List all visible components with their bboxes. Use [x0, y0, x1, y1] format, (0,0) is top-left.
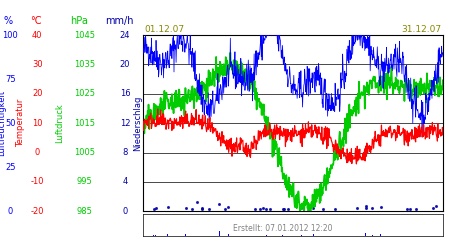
Bar — [313, 234, 314, 236]
Text: 01.12.07: 01.12.07 — [144, 25, 184, 34]
Point — [369, 206, 376, 210]
Point — [189, 208, 196, 212]
Text: 995: 995 — [76, 177, 93, 186]
Text: 0: 0 — [35, 148, 40, 157]
Text: 1035: 1035 — [74, 60, 95, 69]
Point — [266, 208, 273, 212]
Text: 20: 20 — [120, 60, 130, 69]
Text: 8: 8 — [122, 148, 128, 157]
Point — [320, 208, 327, 212]
Bar — [282, 235, 283, 236]
Text: Niederschlag: Niederschlag — [133, 96, 142, 151]
Point — [150, 207, 157, 211]
Point — [216, 202, 223, 206]
Point — [152, 206, 159, 210]
Point — [256, 207, 264, 211]
Text: 75: 75 — [5, 74, 16, 84]
Text: 0: 0 — [122, 207, 128, 216]
Text: 24: 24 — [120, 30, 130, 40]
Point — [362, 204, 369, 208]
Text: 100: 100 — [2, 30, 18, 40]
Text: hPa: hPa — [70, 16, 88, 26]
Text: Luftfeuchtigkeit: Luftfeuchtigkeit — [0, 90, 6, 156]
Text: 25: 25 — [5, 163, 16, 172]
Text: 1005: 1005 — [74, 148, 95, 157]
Point — [432, 204, 440, 208]
Bar — [356, 235, 357, 236]
Point — [362, 206, 369, 210]
Point — [298, 206, 305, 210]
Bar — [372, 235, 373, 236]
Bar — [228, 234, 229, 236]
Point — [279, 206, 286, 210]
Text: mm/h: mm/h — [105, 16, 134, 26]
Text: 30: 30 — [32, 60, 43, 69]
Point — [182, 206, 189, 210]
Bar — [185, 234, 186, 236]
Point — [259, 206, 266, 210]
Text: 1015: 1015 — [74, 119, 95, 128]
Bar — [432, 235, 433, 236]
Text: °C: °C — [30, 16, 42, 26]
Text: Luftdruck: Luftdruck — [55, 103, 64, 143]
Text: 10: 10 — [32, 119, 43, 128]
Text: Temperatur: Temperatur — [16, 99, 25, 147]
Point — [221, 207, 228, 211]
Point — [331, 208, 338, 212]
Point — [198, 206, 206, 210]
Text: 1045: 1045 — [74, 30, 95, 40]
Point — [407, 207, 414, 211]
Text: 50: 50 — [5, 119, 16, 128]
Point — [199, 207, 206, 211]
Point — [403, 207, 410, 211]
Text: 20: 20 — [32, 89, 43, 98]
Bar — [365, 233, 366, 236]
Point — [252, 207, 259, 211]
Point — [429, 206, 436, 210]
Bar — [380, 234, 381, 236]
Text: 4: 4 — [122, 177, 128, 186]
Point — [353, 206, 360, 210]
Point — [164, 205, 171, 209]
Text: -20: -20 — [31, 207, 44, 216]
Bar — [155, 235, 156, 236]
Bar — [219, 231, 220, 236]
Text: 16: 16 — [120, 89, 130, 98]
Point — [205, 207, 212, 211]
Text: Erstellt: 07.01.2012 12:20: Erstellt: 07.01.2012 12:20 — [233, 224, 333, 233]
Text: 985: 985 — [76, 207, 93, 216]
Point — [310, 206, 317, 210]
Point — [194, 200, 201, 203]
Point — [413, 208, 420, 212]
Text: 0: 0 — [8, 207, 13, 216]
Text: %: % — [4, 16, 13, 26]
Point — [310, 200, 317, 204]
Point — [263, 206, 270, 210]
Text: -10: -10 — [31, 177, 44, 186]
Point — [225, 205, 232, 209]
Text: 40: 40 — [32, 30, 43, 40]
Text: 31.12.07: 31.12.07 — [402, 25, 442, 34]
Text: 12: 12 — [120, 119, 130, 128]
Point — [284, 207, 291, 211]
Point — [280, 207, 288, 211]
Text: 1025: 1025 — [74, 89, 95, 98]
Bar — [301, 235, 302, 236]
Point — [377, 205, 384, 209]
Bar — [167, 234, 168, 236]
